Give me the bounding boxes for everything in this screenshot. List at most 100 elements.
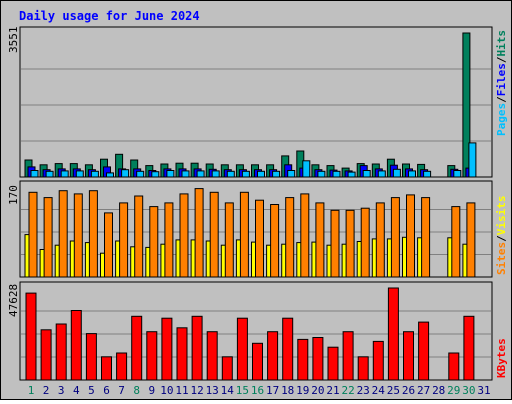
bar-visits xyxy=(375,202,385,278)
day-label: 25 xyxy=(387,384,400,397)
day-label: 2 xyxy=(43,384,50,397)
bar-visits xyxy=(466,202,476,278)
day-label: 17 xyxy=(266,384,279,397)
bar-pages xyxy=(30,170,39,178)
bar-kbytes xyxy=(25,292,37,381)
bar-kbytes xyxy=(282,317,294,381)
bar-visits xyxy=(43,197,53,278)
day-label: 26 xyxy=(402,384,415,397)
bar-visits xyxy=(270,204,280,278)
day-label: 5 xyxy=(88,384,95,397)
bar-visits xyxy=(300,193,310,278)
bar-pages xyxy=(347,171,356,178)
day-label: 20 xyxy=(311,384,324,397)
bar-pages xyxy=(241,170,250,178)
bar-kbytes xyxy=(161,317,173,381)
legend-pages: Pages xyxy=(495,103,508,136)
bar-visits xyxy=(58,190,68,278)
bar-pages xyxy=(257,170,265,178)
day-label: 1 xyxy=(28,384,35,397)
bar-visits xyxy=(239,191,249,278)
bar-visits xyxy=(134,195,144,278)
legend-hits-panel: Pages/Files/Hits xyxy=(495,30,508,136)
day-labels: 1 2 3 4 5 6 7 8 9 10 11 12 13 14 15 16 17 18 19 20 21 22 23 24 2… xyxy=(28,384,491,397)
ymax-label-visits: 170 xyxy=(7,185,20,205)
bar-visits xyxy=(406,194,415,278)
day-label: 15 xyxy=(236,384,249,397)
bar-pages xyxy=(453,170,462,178)
bar-kbytes xyxy=(372,340,384,381)
bar-visits xyxy=(104,212,113,278)
day-label: 21 xyxy=(326,384,339,397)
legend-sites: Sites xyxy=(495,242,508,275)
day-label: 14 xyxy=(221,384,235,397)
day-label: 11 xyxy=(175,384,188,397)
bar-visits xyxy=(28,191,38,278)
bar-kbytes xyxy=(176,327,188,381)
bar-kbytes xyxy=(55,323,67,381)
bar-visits xyxy=(164,202,174,278)
bars-layer xyxy=(24,32,477,381)
day-label: 7 xyxy=(118,384,125,397)
day-label: 9 xyxy=(148,384,155,397)
legend-sep-1: / xyxy=(495,96,508,103)
bar-pages xyxy=(332,170,341,178)
day-label: 16 xyxy=(251,384,264,397)
bar-pages xyxy=(90,170,99,178)
bar-pages xyxy=(317,170,326,178)
bar-kbytes xyxy=(221,356,233,381)
bar-kbytes xyxy=(146,331,158,381)
bar-kbytes xyxy=(342,331,354,381)
bar-pages xyxy=(408,170,416,178)
day-label: 24 xyxy=(372,384,386,397)
legend-kbytes-panel: KBytes xyxy=(495,338,508,378)
bar-visits xyxy=(179,193,189,278)
bar-pages xyxy=(45,170,54,178)
bar-visits xyxy=(119,202,129,278)
bar-kbytes xyxy=(297,338,309,381)
day-label: 28 xyxy=(432,384,445,397)
legend-kbytes: KBytes xyxy=(495,338,508,378)
bar-pages xyxy=(302,160,311,178)
bar-visits xyxy=(345,209,355,278)
day-label: 8 xyxy=(133,384,140,397)
day-label: 6 xyxy=(103,384,110,397)
bar-pages xyxy=(211,170,220,178)
bar-pages xyxy=(151,171,160,178)
bar-kbytes xyxy=(116,352,128,381)
bar-kbytes xyxy=(236,317,248,381)
bar-kbytes xyxy=(206,331,218,381)
bar-kbytes xyxy=(131,315,143,381)
bar-visits xyxy=(209,191,219,278)
bar-visits xyxy=(73,193,83,278)
bar-pages xyxy=(226,170,235,178)
bar-kbytes xyxy=(101,356,112,381)
bar-visits xyxy=(451,206,461,278)
day-label: 31 xyxy=(477,384,490,397)
bar-kbytes xyxy=(403,331,414,381)
legend-hits: Hits xyxy=(495,30,508,57)
bar-visits xyxy=(255,199,264,278)
bar-pages xyxy=(75,170,84,178)
bar-visits xyxy=(149,206,159,278)
bar-pages xyxy=(392,168,401,178)
bar-kbytes xyxy=(191,315,203,381)
day-label: 12 xyxy=(190,384,203,397)
day-label: 3 xyxy=(58,384,65,397)
bar-pages xyxy=(287,170,296,178)
legend-sep-3: / xyxy=(495,235,508,242)
bar-kbytes xyxy=(448,352,460,381)
bar-pages xyxy=(468,142,477,178)
day-label: 22 xyxy=(341,384,354,397)
bar-visits xyxy=(390,197,400,278)
bar-pages xyxy=(60,170,69,178)
bar-kbytes xyxy=(85,333,97,381)
bar-kbytes xyxy=(252,342,263,381)
bar-pages xyxy=(196,170,205,178)
day-label: 23 xyxy=(357,384,370,397)
chart-title: Daily usage for June 2024 xyxy=(19,9,200,23)
bar-visits xyxy=(224,202,234,278)
bar-visits xyxy=(285,197,295,278)
